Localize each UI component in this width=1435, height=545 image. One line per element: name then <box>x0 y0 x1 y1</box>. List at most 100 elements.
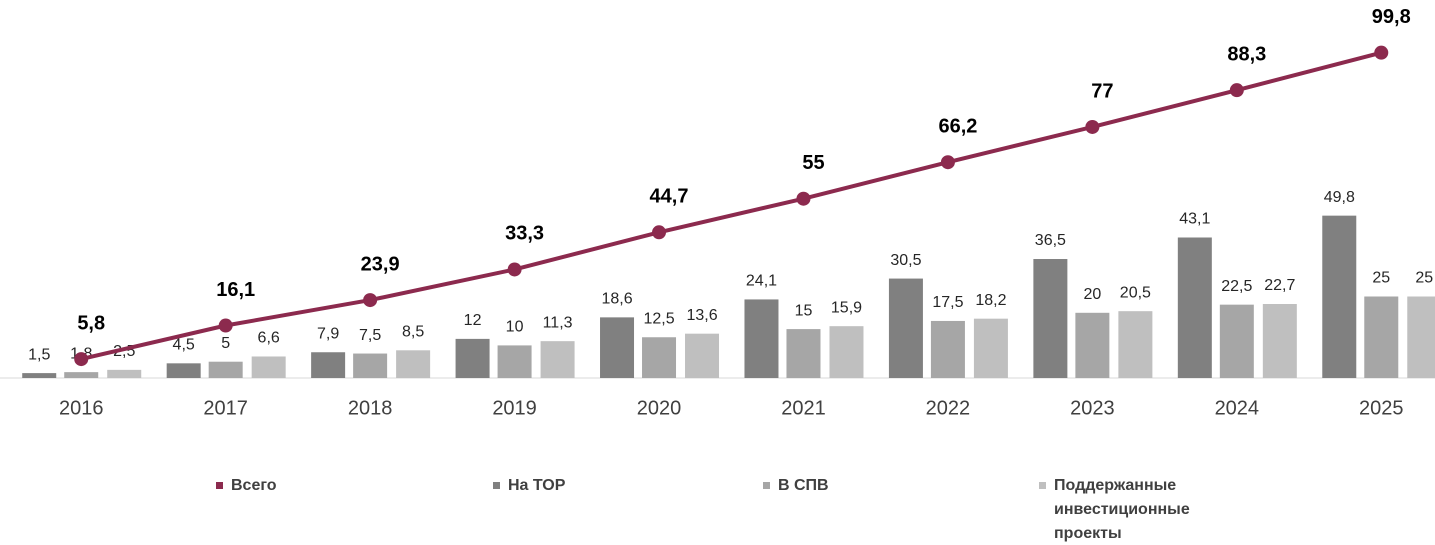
bar <box>744 299 779 378</box>
bar <box>1219 304 1254 378</box>
data-label: 88,3 <box>1227 43 1266 65</box>
line-point <box>507 262 522 277</box>
bar <box>107 369 142 378</box>
line-point <box>74 352 89 367</box>
data-label: 7,5 <box>359 327 381 344</box>
data-label: 20,5 <box>1120 284 1151 301</box>
bar <box>540 341 575 378</box>
x-tick-label: 2016 <box>59 397 104 419</box>
data-label: 15,9 <box>831 299 862 316</box>
line-point <box>218 318 233 333</box>
bar <box>251 356 286 378</box>
bar <box>1075 312 1110 378</box>
data-label: 8,5 <box>402 324 424 341</box>
legend-label: На ТОР <box>508 477 566 494</box>
legend-label: В СПВ <box>778 477 829 494</box>
line <box>80 50 1382 362</box>
x-tick-label: 2019 <box>492 397 537 419</box>
bar <box>888 278 923 378</box>
bar <box>973 318 1008 378</box>
data-label: 12,5 <box>643 310 674 327</box>
bar <box>166 363 201 378</box>
data-label: 49,8 <box>1324 189 1355 206</box>
bar <box>353 353 388 378</box>
line-point <box>796 191 811 206</box>
bar <box>1364 296 1399 378</box>
data-label: 77 <box>1091 80 1113 102</box>
line-point <box>940 155 955 170</box>
legend-item: Поддержанные инвестиционные проекты <box>1039 474 1239 545</box>
data-label: 11,3 <box>543 314 573 331</box>
data-label: 6,6 <box>258 330 280 347</box>
bar <box>1033 259 1068 378</box>
x-tick-label: 2024 <box>1215 397 1260 419</box>
data-label: 99,8 <box>1372 6 1411 28</box>
legend-item: На ТОР <box>493 474 693 498</box>
legend-item: Всего <box>216 474 416 498</box>
bar <box>1322 215 1357 378</box>
data-label: 33,3 <box>505 223 544 245</box>
data-label: 1,5 <box>28 346 50 363</box>
data-label: 5 <box>221 335 230 352</box>
bar <box>396 350 431 378</box>
bar <box>685 333 720 378</box>
data-label: 22,5 <box>1221 278 1252 295</box>
data-label: 17,5 <box>932 294 963 311</box>
data-label: 22,7 <box>1264 277 1295 294</box>
bar <box>1118 311 1153 378</box>
data-label: 25 <box>1415 270 1433 287</box>
bar <box>786 329 821 378</box>
bar <box>64 372 99 378</box>
data-label: 16,1 <box>216 279 255 301</box>
line-point <box>652 225 667 240</box>
line-point <box>363 293 378 308</box>
bar <box>1177 237 1212 378</box>
bar <box>22 373 57 378</box>
bar <box>600 317 635 378</box>
line-point <box>1229 83 1244 98</box>
legend-swatch <box>216 482 223 489</box>
data-label: 20 <box>1083 286 1101 303</box>
bar <box>1407 296 1435 378</box>
data-label: 13,6 <box>686 307 717 324</box>
x-tick-label: 2017 <box>203 397 248 419</box>
x-tick-label: 2020 <box>637 397 682 419</box>
legend-label: Всего <box>231 477 277 494</box>
data-label: 44,7 <box>650 186 689 208</box>
data-label: 36,5 <box>1035 232 1066 249</box>
x-tick-label: 2023 <box>1070 397 1115 419</box>
data-label: 15 <box>795 302 813 319</box>
legend-swatch <box>763 482 770 489</box>
line-point <box>1374 45 1389 60</box>
data-label: 66,2 <box>938 115 977 137</box>
x-tick-label: 2025 <box>1359 397 1404 419</box>
bar <box>497 345 532 378</box>
data-label: 5,8 <box>77 312 105 334</box>
bar <box>208 361 243 378</box>
x-tick-label: 2022 <box>926 397 971 419</box>
bar <box>642 337 677 378</box>
data-label: 18,2 <box>975 292 1006 309</box>
bar <box>455 338 490 378</box>
data-label: 43,1 <box>1179 211 1210 228</box>
legend-swatch <box>1039 482 1046 489</box>
line-point <box>1085 119 1100 134</box>
bar <box>930 320 965 378</box>
x-tick-label: 2018 <box>348 397 393 419</box>
legend-item: В СПВ <box>763 474 963 498</box>
data-label: 55 <box>802 152 824 174</box>
bar <box>1262 303 1297 378</box>
data-label: 4,5 <box>173 337 195 354</box>
bar <box>829 326 864 378</box>
data-label: 25 <box>1372 270 1390 287</box>
data-label: 30,5 <box>890 252 921 269</box>
legend-swatch <box>493 482 500 489</box>
data-label: 18,6 <box>601 291 632 308</box>
data-label: 24,1 <box>746 273 777 290</box>
data-label: 10 <box>506 319 524 336</box>
legend-label: Поддержанные инвестиционные проекты <box>1054 477 1190 542</box>
x-tick-label: 2021 <box>781 397 826 419</box>
data-label: 7,9 <box>317 325 339 342</box>
